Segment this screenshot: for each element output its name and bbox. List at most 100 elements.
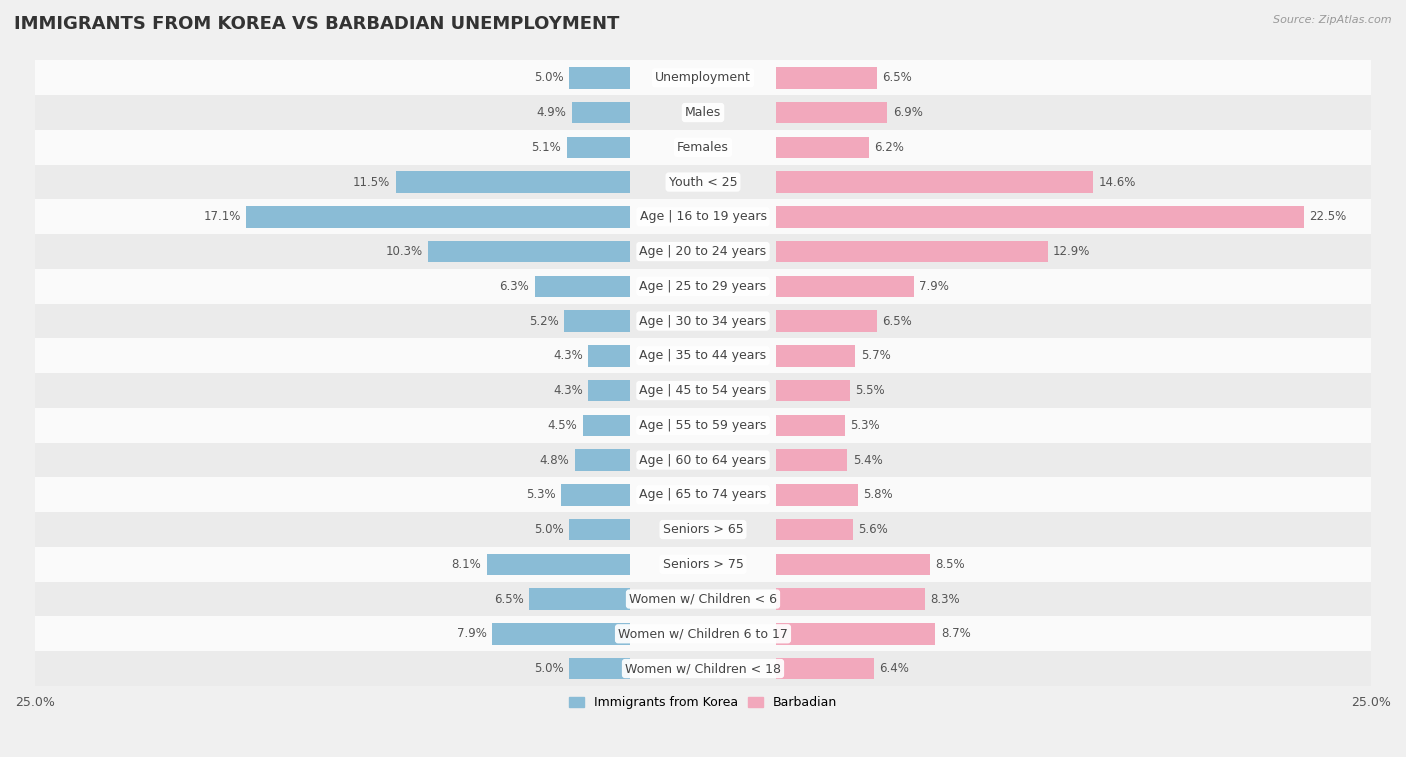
Text: 5.3%: 5.3% [526,488,555,501]
Bar [567,136,630,158]
Bar [776,380,851,401]
Bar [776,101,887,123]
Text: Females: Females [678,141,728,154]
Text: Seniors > 75: Seniors > 75 [662,558,744,571]
Bar [776,136,869,158]
Text: Women w/ Children < 18: Women w/ Children < 18 [626,662,780,675]
Text: 6.4%: 6.4% [879,662,910,675]
Text: Women w/ Children < 6: Women w/ Children < 6 [628,593,778,606]
Bar [569,67,630,89]
Text: 4.8%: 4.8% [540,453,569,466]
Text: 8.1%: 8.1% [451,558,481,571]
Text: 12.9%: 12.9% [1053,245,1091,258]
Text: Age | 55 to 59 years: Age | 55 to 59 years [640,419,766,431]
Text: 8.7%: 8.7% [941,628,970,640]
Bar [35,338,1371,373]
Text: 8.5%: 8.5% [935,558,965,571]
Text: 6.9%: 6.9% [893,106,922,119]
Text: Source: ZipAtlas.com: Source: ZipAtlas.com [1274,15,1392,25]
Text: Males: Males [685,106,721,119]
Bar [569,519,630,540]
Text: 6.5%: 6.5% [882,315,911,328]
Bar [35,269,1371,304]
Bar [35,130,1371,165]
Bar [35,512,1371,547]
Text: Unemployment: Unemployment [655,71,751,84]
Bar [395,171,630,193]
Text: Age | 16 to 19 years: Age | 16 to 19 years [640,210,766,223]
Bar [776,415,845,436]
Text: Age | 60 to 64 years: Age | 60 to 64 years [640,453,766,466]
Bar [246,206,630,228]
Bar [35,443,1371,478]
Bar [492,623,630,644]
Bar [35,234,1371,269]
Legend: Immigrants from Korea, Barbadian: Immigrants from Korea, Barbadian [564,691,842,714]
Bar [776,171,1092,193]
Bar [776,484,858,506]
Text: 4.9%: 4.9% [537,106,567,119]
Text: Age | 45 to 54 years: Age | 45 to 54 years [640,384,766,397]
Bar [561,484,630,506]
Bar [776,623,935,644]
Bar [776,345,855,366]
Text: 5.2%: 5.2% [529,315,558,328]
Bar [776,449,848,471]
Text: 22.5%: 22.5% [1309,210,1347,223]
Bar [35,616,1371,651]
Text: 7.9%: 7.9% [457,628,486,640]
Text: 5.5%: 5.5% [855,384,884,397]
Text: Youth < 25: Youth < 25 [669,176,737,188]
Text: Women w/ Children 6 to 17: Women w/ Children 6 to 17 [619,628,787,640]
Bar [35,581,1371,616]
Bar [35,547,1371,581]
Text: 5.0%: 5.0% [534,71,564,84]
Bar [776,67,877,89]
Bar [35,478,1371,512]
Text: Seniors > 65: Seniors > 65 [662,523,744,536]
Text: Age | 30 to 34 years: Age | 30 to 34 years [640,315,766,328]
Bar [486,553,630,575]
Text: 5.8%: 5.8% [863,488,893,501]
Text: 6.5%: 6.5% [495,593,524,606]
Text: Age | 65 to 74 years: Age | 65 to 74 years [640,488,766,501]
Text: 5.0%: 5.0% [534,662,564,675]
Text: 11.5%: 11.5% [353,176,391,188]
Text: 17.1%: 17.1% [204,210,240,223]
Bar [588,345,630,366]
Text: 5.4%: 5.4% [852,453,883,466]
Text: 6.5%: 6.5% [882,71,911,84]
Bar [35,304,1371,338]
Bar [776,519,852,540]
Text: 5.7%: 5.7% [860,349,890,363]
Bar [35,408,1371,443]
Bar [564,310,630,332]
Bar [776,241,1047,263]
Bar [529,588,630,610]
Bar [776,553,931,575]
Text: 4.5%: 4.5% [548,419,578,431]
Text: Age | 20 to 24 years: Age | 20 to 24 years [640,245,766,258]
Bar [776,310,877,332]
Bar [35,651,1371,686]
Text: Age | 35 to 44 years: Age | 35 to 44 years [640,349,766,363]
Text: 6.2%: 6.2% [875,141,904,154]
Text: 14.6%: 14.6% [1098,176,1136,188]
Text: 8.3%: 8.3% [931,593,960,606]
Text: 5.1%: 5.1% [531,141,561,154]
Text: 6.3%: 6.3% [499,280,529,293]
Bar [776,588,925,610]
Bar [534,276,630,297]
Text: 10.3%: 10.3% [385,245,422,258]
Text: 7.9%: 7.9% [920,280,949,293]
Text: 4.3%: 4.3% [553,349,582,363]
Bar [588,380,630,401]
Bar [35,199,1371,234]
Text: Age | 25 to 29 years: Age | 25 to 29 years [640,280,766,293]
Bar [575,449,630,471]
Bar [582,415,630,436]
Bar [569,658,630,679]
Text: 5.0%: 5.0% [534,523,564,536]
Bar [572,101,630,123]
Text: IMMIGRANTS FROM KOREA VS BARBADIAN UNEMPLOYMENT: IMMIGRANTS FROM KOREA VS BARBADIAN UNEMP… [14,15,620,33]
